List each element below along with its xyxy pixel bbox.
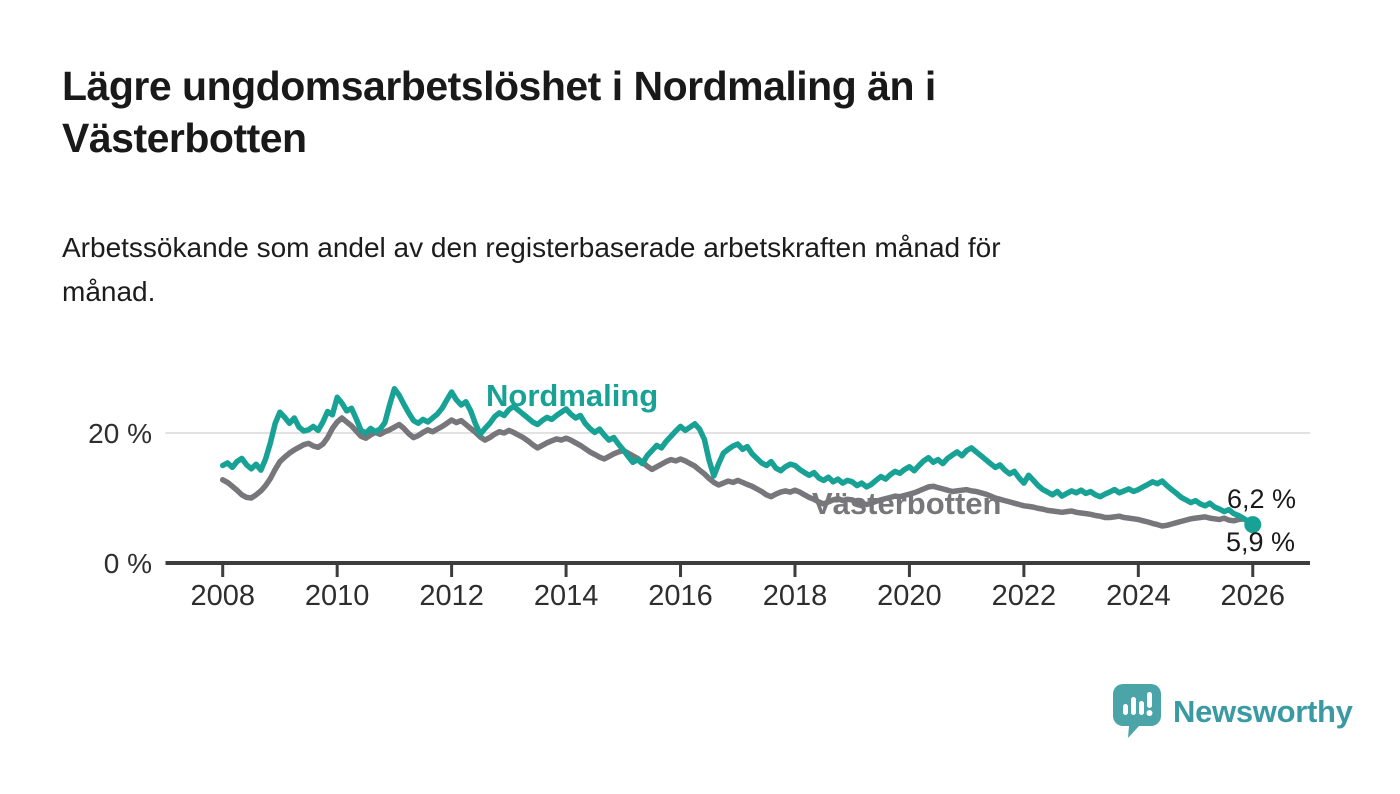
line-chart: 0 % 20 % 2008 2010 2012 2014 2016 2018 2020 2022 2… [88, 386, 1310, 612]
series-label-vasterbotten: Västerbotten [812, 486, 1002, 521]
logo-speech-bubble [1113, 684, 1161, 738]
x-tick-label: 2012 [419, 580, 484, 612]
x-tick-label: 2016 [648, 580, 713, 612]
end-value-label-vasterbotten: 6,2 % [1227, 484, 1297, 514]
page-title-line-1: Lägre ungdomsarbetslöshet i Nordmaling ä… [62, 63, 936, 109]
series-line-nordmaling [219, 386, 1256, 528]
x-tick-label: 2026 [1221, 580, 1286, 612]
x-tick-label: 2024 [1106, 580, 1171, 612]
series-label-nordmaling: Nordmaling [486, 378, 659, 413]
page-title-line-2: Västerbotten [62, 115, 307, 161]
x-tick-label: 2010 [305, 580, 370, 612]
x-tick-label: 2008 [190, 580, 255, 612]
brand-name: Newsworthy [1173, 694, 1353, 729]
page-title: Lägre ungdomsarbetslöshet i Nordmaling ä… [62, 60, 1242, 164]
logo-bar-chart-glyph [1123, 692, 1153, 716]
x-tick-label: 2018 [763, 580, 828, 612]
series-line-västerbotten [219, 415, 1256, 529]
chart-subtitle-line-1: Arbetssökande som andel av den registerb… [62, 232, 1001, 263]
series-end-dot-nordmaling [1244, 516, 1262, 534]
logo-exclamation-dot [1146, 710, 1153, 716]
x-tick-label: 2020 [877, 580, 942, 612]
x-tick-label: 2022 [992, 580, 1057, 612]
x-tick-label: 2014 [534, 580, 599, 612]
end-value-label-nordmaling: 5,9 % [1226, 527, 1296, 557]
chart-subtitle-line-2: månad. [62, 276, 156, 307]
y-tick-label: 20 % [88, 418, 152, 449]
chart-subtitle: Arbetssökande som andel av den registerb… [62, 226, 1282, 314]
logo-exclamation-bar [1147, 692, 1152, 708]
y-tick-label: 0 % [104, 548, 152, 579]
newsworthy-brand: Newsworthy [1113, 684, 1353, 740]
newsworthy-logo-icon [1113, 684, 1161, 738]
